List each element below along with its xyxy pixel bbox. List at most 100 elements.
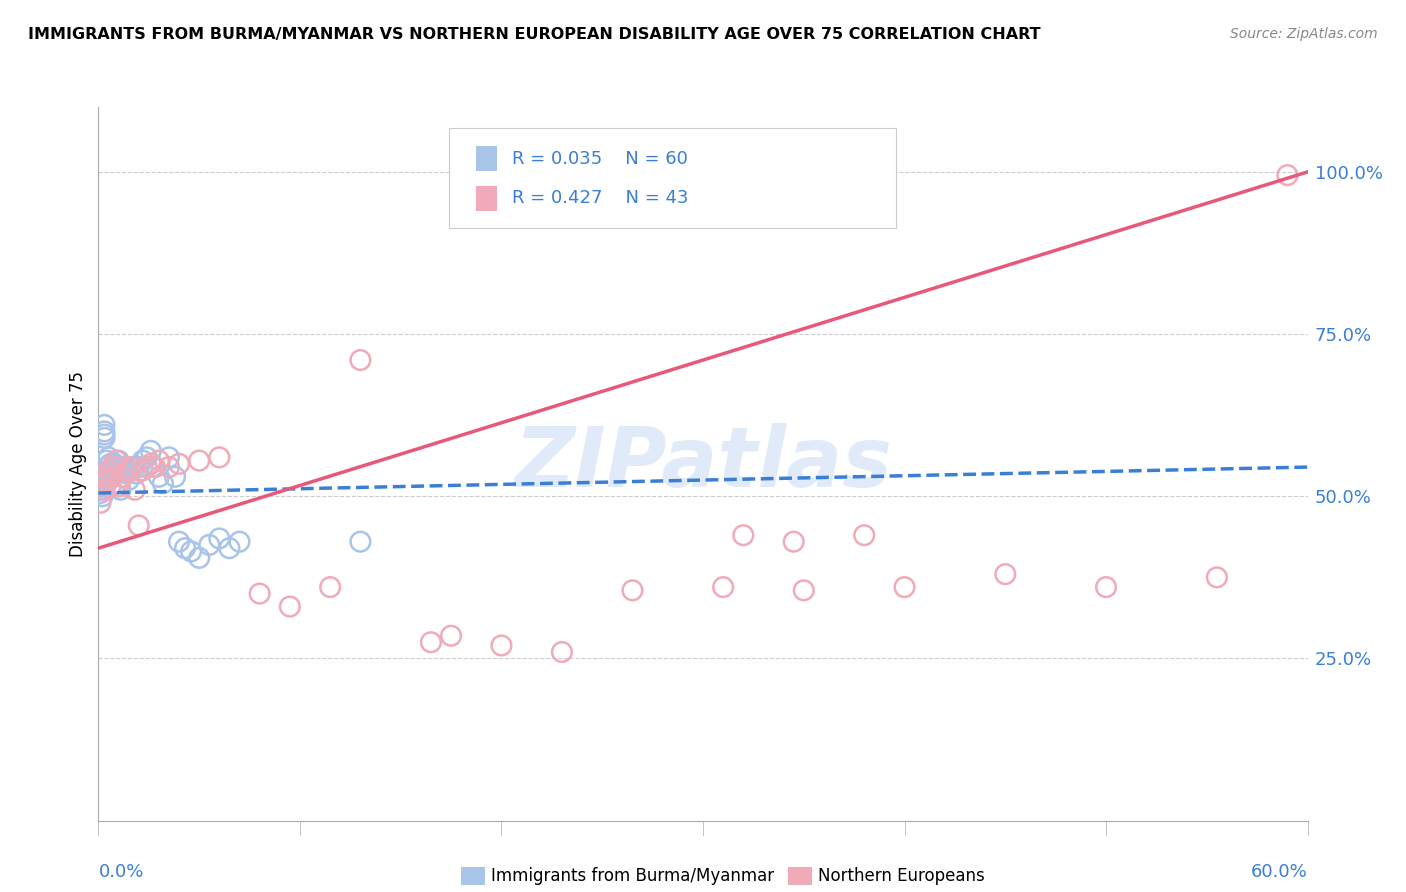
Point <box>100 463 122 477</box>
Point <box>111 470 134 484</box>
Point <box>105 476 128 491</box>
Point <box>91 479 114 493</box>
Point <box>107 453 129 467</box>
Text: Immigrants from Burma/Myanmar: Immigrants from Burma/Myanmar <box>492 867 775 885</box>
Point <box>100 479 122 493</box>
Point <box>96 453 118 467</box>
Point <box>157 450 180 465</box>
Point <box>143 460 166 475</box>
Point <box>733 528 755 542</box>
Point <box>124 483 146 497</box>
Point <box>114 463 136 477</box>
Point <box>91 483 114 497</box>
Text: R = 0.427    N = 43: R = 0.427 N = 43 <box>512 189 689 207</box>
Point <box>167 457 190 471</box>
Point <box>994 567 1017 582</box>
Point <box>107 460 129 475</box>
Point <box>853 528 876 542</box>
Point <box>135 450 157 465</box>
Point <box>551 645 574 659</box>
Point <box>139 457 162 471</box>
Point <box>711 580 734 594</box>
Point <box>101 470 124 484</box>
Point <box>491 639 513 653</box>
Point <box>148 453 170 467</box>
Point <box>97 463 120 477</box>
Point <box>128 460 150 475</box>
Point <box>1095 580 1118 594</box>
Point <box>93 417 115 432</box>
Point <box>128 518 150 533</box>
Point <box>96 473 118 487</box>
Point <box>91 489 114 503</box>
Text: Northern Europeans: Northern Europeans <box>818 867 984 885</box>
Point <box>89 479 111 493</box>
Point <box>148 470 170 484</box>
Text: ZIPatlas: ZIPatlas <box>515 424 891 504</box>
Point <box>278 599 301 614</box>
Point <box>110 483 132 497</box>
Point <box>97 450 120 465</box>
Point <box>97 473 120 487</box>
Point <box>103 457 125 471</box>
Point <box>93 431 115 445</box>
Point <box>91 470 114 484</box>
Point <box>1206 570 1229 584</box>
Point <box>96 476 118 491</box>
Point <box>91 473 114 487</box>
Point <box>115 463 138 477</box>
Point <box>163 470 186 484</box>
Text: 60.0%: 60.0% <box>1251 863 1308 881</box>
Point <box>228 534 250 549</box>
Point <box>115 467 138 481</box>
Y-axis label: Disability Age Over 75: Disability Age Over 75 <box>69 371 87 557</box>
Point <box>198 538 221 552</box>
Point <box>152 476 174 491</box>
Point <box>319 580 342 594</box>
Bar <box>461 867 485 885</box>
Point <box>111 460 134 475</box>
Text: 0.0%: 0.0% <box>98 863 143 881</box>
Point <box>101 460 124 475</box>
Point <box>157 460 180 475</box>
Point <box>107 479 129 493</box>
Point <box>110 460 132 475</box>
Bar <box>787 867 811 885</box>
Point <box>783 534 806 549</box>
Point <box>188 453 211 467</box>
Point <box>420 635 443 649</box>
Point <box>167 534 190 549</box>
Point <box>120 460 142 475</box>
Text: IMMIGRANTS FROM BURMA/MYANMAR VS NORTHERN EUROPEAN DISABILITY AGE OVER 75 CORREL: IMMIGRANTS FROM BURMA/MYANMAR VS NORTHER… <box>28 27 1040 42</box>
Point <box>118 473 141 487</box>
Point <box>249 586 271 600</box>
Point <box>120 463 142 477</box>
Point <box>208 532 231 546</box>
Point <box>89 496 111 510</box>
Point <box>101 470 124 484</box>
Point <box>96 470 118 484</box>
Bar <box>475 146 498 171</box>
Point <box>349 534 371 549</box>
Point <box>132 453 155 467</box>
Point <box>97 463 120 477</box>
Point <box>180 544 202 558</box>
Point <box>105 463 128 477</box>
Point <box>208 450 231 465</box>
Point <box>174 541 197 556</box>
Text: Source: ZipAtlas.com: Source: ZipAtlas.com <box>1230 27 1378 41</box>
Point <box>101 460 124 475</box>
Point <box>124 460 146 475</box>
Point <box>103 460 125 475</box>
Point <box>93 425 115 439</box>
Point <box>440 629 463 643</box>
Point <box>1277 168 1299 182</box>
Text: R = 0.035    N = 60: R = 0.035 N = 60 <box>512 150 688 168</box>
Point <box>132 463 155 477</box>
Point <box>89 486 111 500</box>
Point <box>96 460 118 475</box>
Point <box>218 541 240 556</box>
Point <box>93 483 115 497</box>
Point <box>100 479 122 493</box>
Point <box>188 550 211 565</box>
